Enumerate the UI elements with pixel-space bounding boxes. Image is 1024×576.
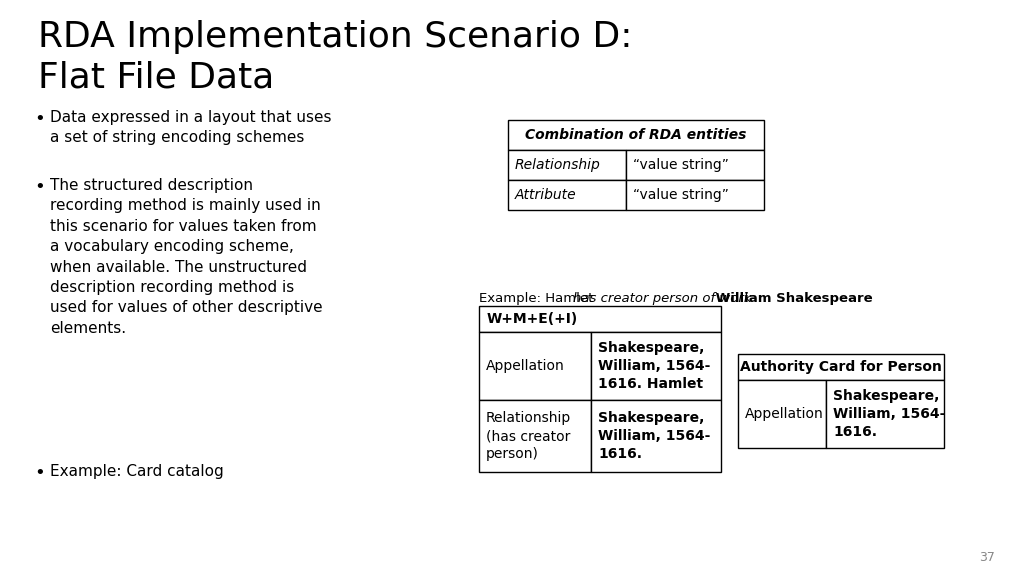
- Text: has creator person of work: has creator person of work: [573, 292, 752, 305]
- Text: “value string”: “value string”: [633, 158, 729, 172]
- Text: Relationship: Relationship: [515, 158, 601, 172]
- Bar: [738, 354, 944, 380]
- Bar: [591, 332, 721, 400]
- Text: Relationship
(has creator
person): Relationship (has creator person): [486, 411, 571, 461]
- Bar: [508, 120, 764, 150]
- Bar: [508, 180, 626, 210]
- Text: Shakespeare,
William, 1564-
1616. Hamlet: Shakespeare, William, 1564- 1616. Hamlet: [598, 341, 711, 391]
- Text: •: •: [34, 464, 45, 482]
- Text: Combination of RDA entities: Combination of RDA entities: [525, 128, 746, 142]
- Bar: [479, 400, 591, 472]
- Bar: [826, 380, 944, 448]
- Text: The structured description
recording method is mainly used in
this scenario for : The structured description recording met…: [50, 178, 323, 336]
- Bar: [508, 150, 626, 180]
- Text: W+M+E(+I): W+M+E(+I): [487, 312, 579, 326]
- Text: William Shakespeare: William Shakespeare: [711, 292, 872, 305]
- Text: •: •: [34, 110, 45, 128]
- Text: Example: Hamlet: Example: Hamlet: [479, 292, 598, 305]
- Text: Appellation: Appellation: [745, 407, 823, 421]
- Text: Attribute: Attribute: [515, 188, 577, 202]
- Text: 37: 37: [979, 551, 995, 564]
- Bar: [738, 380, 826, 448]
- Text: Authority Card for Person: Authority Card for Person: [740, 360, 942, 374]
- Bar: [479, 332, 591, 400]
- Text: •: •: [34, 178, 45, 196]
- Text: Shakespeare,
William, 1564-
1616.: Shakespeare, William, 1564- 1616.: [833, 389, 945, 439]
- Bar: [626, 180, 764, 210]
- Text: Example: Card catalog: Example: Card catalog: [50, 464, 224, 479]
- Text: Appellation: Appellation: [486, 359, 565, 373]
- Bar: [591, 400, 721, 472]
- Text: Flat File Data: Flat File Data: [38, 60, 274, 94]
- Bar: [479, 306, 721, 332]
- Text: “value string”: “value string”: [633, 188, 729, 202]
- Text: Shakespeare,
William, 1564-
1616.: Shakespeare, William, 1564- 1616.: [598, 411, 711, 461]
- Text: Data expressed in a layout that uses
a set of string encoding schemes: Data expressed in a layout that uses a s…: [50, 110, 332, 145]
- Text: RDA Implementation Scenario D:: RDA Implementation Scenario D:: [38, 20, 633, 54]
- Bar: [626, 150, 764, 180]
